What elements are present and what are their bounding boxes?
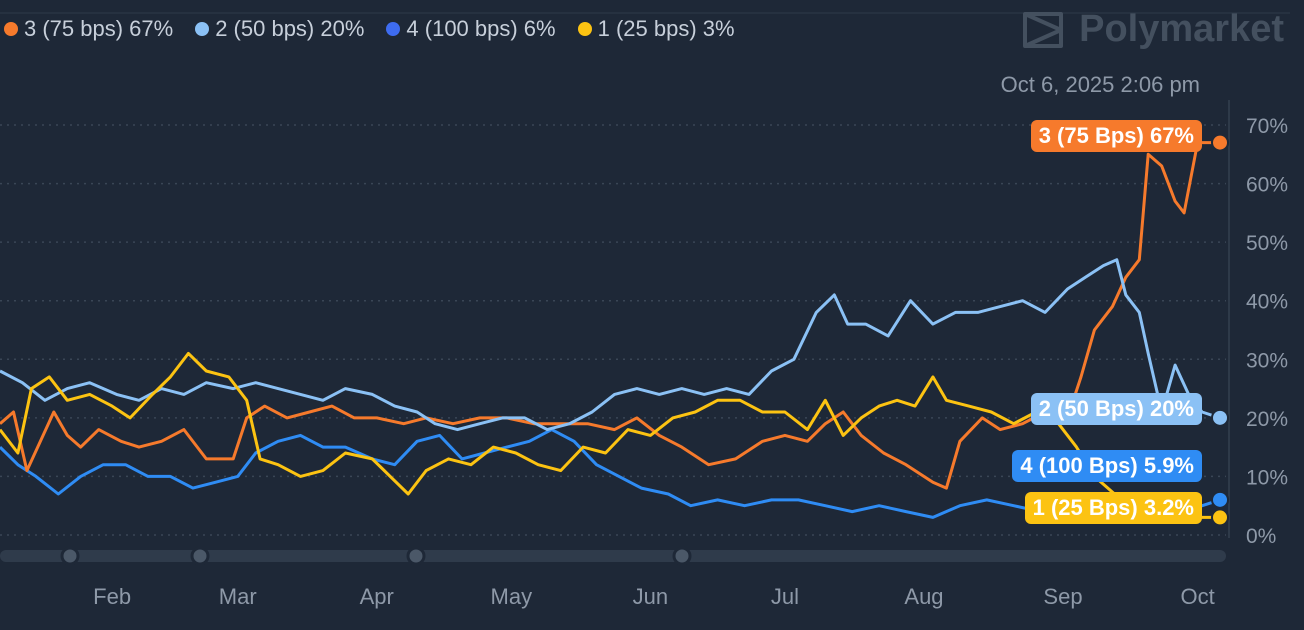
- y-tick-label: 70%: [1246, 115, 1288, 138]
- hover-timestamp: Oct 6, 2025 2:06 pm: [1000, 72, 1200, 97]
- x-axis-labels: Feb Mar Apr May Jun Jul Aug Sep Oct: [93, 584, 1215, 609]
- y-tick-label: 60%: [1246, 174, 1288, 197]
- series-end-dot: [1211, 490, 1229, 509]
- series-line[interactable]: [0, 428, 1221, 519]
- y-tick-label: 0%: [1246, 525, 1276, 548]
- end-label-100bps: 4 (100 Bps) 5.9%: [1012, 450, 1202, 482]
- end-label-25bps: 1 (25 Bps) 3.2%: [1024, 492, 1202, 524]
- scrubber-track[interactable]: [0, 550, 1226, 562]
- x-tick-label: May: [491, 584, 533, 609]
- legend-item-25bps[interactable]: 1 (25 bps) 3%: [577, 16, 735, 42]
- series-end-dot: [1211, 408, 1229, 427]
- x-tick-label: Sep: [1043, 584, 1082, 609]
- y-tick-label: 30%: [1246, 349, 1288, 372]
- legend-label: 3 (75 bps) 67%: [24, 16, 174, 41]
- x-tick-label: Jul: [771, 584, 799, 609]
- y-tick-label: 40%: [1246, 291, 1288, 314]
- end-label-75bps: 3 (75 Bps) 67%: [1030, 120, 1202, 152]
- time-range-scrubber[interactable]: [0, 546, 1226, 566]
- y-tick-label: 50%: [1246, 232, 1288, 255]
- legend-item-50bps[interactable]: 2 (50 bps) 20%: [195, 16, 364, 42]
- scrubber-handle[interactable]: [60, 546, 80, 566]
- legend-dot-icon: [4, 22, 18, 36]
- legend-item-100bps[interactable]: 4 (100 bps) 6%: [386, 16, 556, 42]
- legend-dot-icon: [195, 22, 210, 36]
- scrubber-handle[interactable]: [406, 546, 426, 566]
- grid-lines: [0, 124, 1226, 536]
- x-tick-label: Jun: [633, 584, 668, 609]
- x-tick-label: Oct: [1180, 584, 1214, 609]
- x-tick-label: Mar: [219, 584, 257, 609]
- series-end-dot: [1211, 508, 1229, 527]
- y-tick-label: 20%: [1246, 408, 1288, 431]
- end-label-50bps: 2 (50 Bps) 20%: [1030, 393, 1202, 425]
- x-tick-label: Aug: [904, 584, 943, 609]
- series-line[interactable]: [0, 141, 1220, 490]
- legend-label: 1 (25 bps) 3%: [597, 16, 735, 41]
- x-tick-label: Apr: [360, 584, 394, 609]
- x-tick-label: Feb: [93, 584, 131, 609]
- brand-logo: Polymarket: [1021, 8, 1284, 51]
- series-line[interactable]: [0, 351, 1220, 519]
- chart-lines: [0, 133, 1229, 527]
- y-axis-labels: 0% 10% 20% 30% 40% 50% 60% 70%: [1246, 115, 1288, 548]
- brand-name: Polymarket: [1079, 8, 1284, 50]
- legend: 3 (75 bps) 67% 2 (50 bps) 20% 4 (100 bps…: [4, 16, 735, 42]
- legend-item-75bps[interactable]: 3 (75 bps) 67%: [4, 16, 173, 42]
- scrubber-handle[interactable]: [190, 546, 210, 566]
- series-line[interactable]: [0, 258, 1221, 432]
- series-end-dot: [1211, 133, 1229, 152]
- legend-label: 2 (50 bps) 20%: [215, 16, 365, 41]
- polymarket-logo-icon: [1023, 11, 1064, 48]
- scrubber-handle[interactable]: [672, 546, 692, 566]
- legend-dot-icon: [386, 22, 401, 36]
- y-tick-label: 10%: [1246, 466, 1288, 489]
- legend-dot-icon: [577, 22, 592, 36]
- legend-label: 4 (100 bps) 6%: [406, 16, 556, 41]
